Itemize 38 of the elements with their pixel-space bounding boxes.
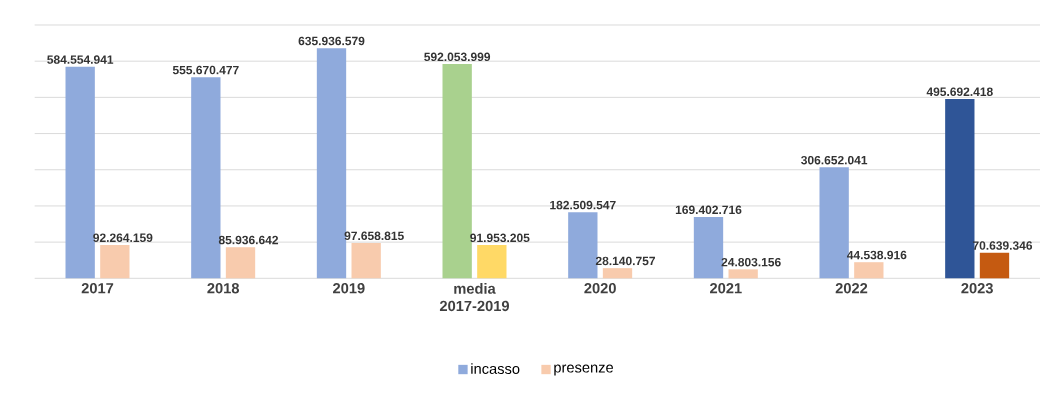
data-label: 169.402.716 xyxy=(675,205,742,215)
bar xyxy=(979,252,1010,279)
bar xyxy=(602,268,633,279)
data-label: 44.538.916 xyxy=(846,250,907,260)
bar xyxy=(100,244,130,279)
bar xyxy=(65,66,95,279)
x-tick-label: 2017 xyxy=(81,283,114,294)
bar xyxy=(945,98,975,279)
bar xyxy=(351,242,381,279)
x-tick-label: 2018 xyxy=(207,283,240,294)
bar xyxy=(442,64,472,279)
bar xyxy=(191,77,221,279)
data-label: 495.692.418 xyxy=(926,87,993,97)
data-label: 92.264.159 xyxy=(93,233,153,243)
bar xyxy=(568,212,598,279)
data-label: 306.652.041 xyxy=(801,155,868,165)
x-tick-label: 2022 xyxy=(835,283,868,294)
data-label: 592.053.999 xyxy=(424,52,491,62)
data-label: 28.140.757 xyxy=(595,256,655,266)
data-label: 584.554.941 xyxy=(47,55,114,64)
bar xyxy=(477,245,507,279)
bar xyxy=(819,167,849,279)
x-tick-label: media 2017-2019 xyxy=(439,283,510,312)
legend-label: presenze xyxy=(554,364,614,376)
bar xyxy=(728,269,758,279)
bar xyxy=(225,247,256,279)
x-tick-label: 2023 xyxy=(961,283,993,294)
data-label: 97.658.815 xyxy=(344,231,404,241)
legend-label: incasso xyxy=(471,363,520,374)
data-label: 182.509.547 xyxy=(550,200,616,210)
data-label: 24.803.156 xyxy=(721,257,781,267)
data-label: 85.936.642 xyxy=(218,235,279,245)
x-tick-label: 2019 xyxy=(333,283,365,294)
bar xyxy=(854,262,884,279)
x-tick-label: 2020 xyxy=(584,283,616,294)
data-label: 635.936.579 xyxy=(298,36,365,46)
data-label: 555.670.477 xyxy=(172,65,239,75)
x-tick-label: 2021 xyxy=(710,283,742,294)
